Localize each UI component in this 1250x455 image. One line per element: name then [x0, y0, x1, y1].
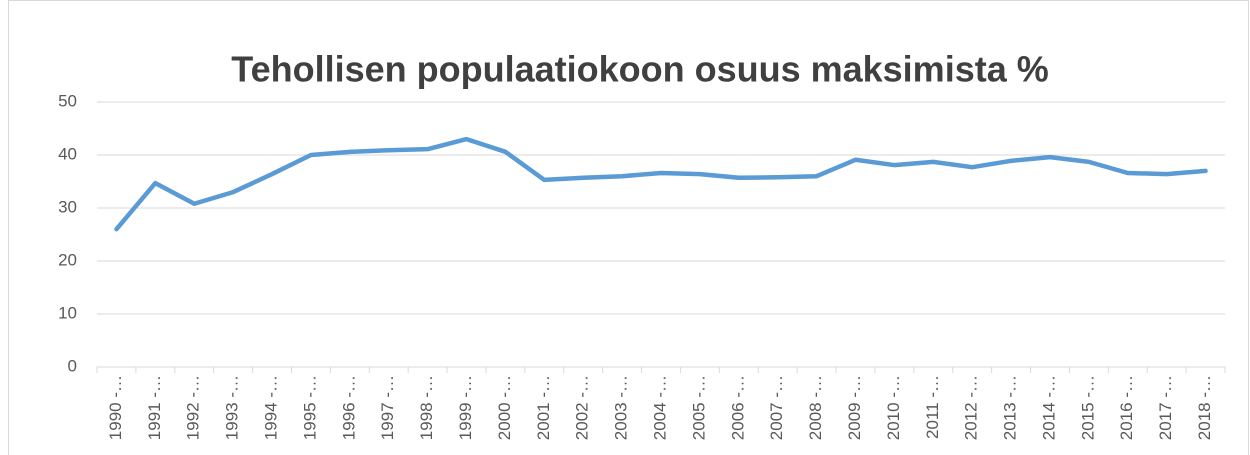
- x-tick-label: 1994 -…: [262, 375, 281, 440]
- x-tick-label: 2006 -…: [728, 375, 747, 440]
- series-line: [114, 136, 1208, 232]
- x-tick-label: 1997 -…: [378, 375, 397, 440]
- y-tick-label: 10: [58, 303, 77, 322]
- x-tick-label: 1998 -…: [417, 375, 436, 440]
- x-tick-label: 1996 -…: [339, 375, 358, 440]
- x-tick-label: 2013 -…: [1001, 375, 1020, 440]
- chart-title: Tehollisen populaatiokoon osuus maksimis…: [231, 49, 1049, 90]
- x-tick-label: 1999 -…: [456, 375, 475, 440]
- x-tick-label: 2005 -…: [689, 375, 708, 440]
- x-tick-label: 2018 -…: [1195, 375, 1214, 440]
- y-tick-label: 0: [68, 356, 77, 375]
- x-tick-label: 1991 -…: [145, 375, 164, 440]
- y-tick-label: 50: [58, 91, 77, 110]
- x-tick-label: 1992 -…: [184, 375, 203, 440]
- x-tick-label: 2014 -…: [1039, 375, 1058, 440]
- x-tick-label: 2002 -…: [573, 375, 592, 440]
- x-tick-label: 2000 -…: [495, 375, 514, 440]
- x-tick-label: 2016 -…: [1117, 375, 1136, 440]
- y-tick-label: 40: [58, 144, 77, 163]
- x-tick-label: 2003 -…: [612, 375, 631, 440]
- x-tick-label: 1993 -…: [223, 375, 242, 440]
- x-tick-label: 2007 -…: [767, 375, 786, 440]
- x-tick-label: 2011 -…: [923, 375, 942, 439]
- x-tick-label: 2010 -…: [884, 375, 903, 440]
- x-tick-label: 2015 -…: [1078, 375, 1097, 440]
- y-tick-label: 30: [58, 197, 77, 216]
- x-tick-label: 2008 -…: [806, 375, 825, 440]
- x-tick-label: 2012 -…: [962, 375, 981, 440]
- x-tick-label: 1995 -…: [300, 375, 319, 440]
- x-tick-label: 1990 -…: [106, 375, 125, 440]
- x-tick-label: 2009 -…: [845, 375, 864, 440]
- x-tick-label: 2001 -…: [534, 375, 553, 440]
- x-tick-label: 2004 -…: [650, 375, 669, 440]
- y-tick-label: 20: [58, 250, 77, 269]
- chart-frame: [8, 0, 1249, 455]
- x-tick-label: 2017 -…: [1156, 375, 1175, 440]
